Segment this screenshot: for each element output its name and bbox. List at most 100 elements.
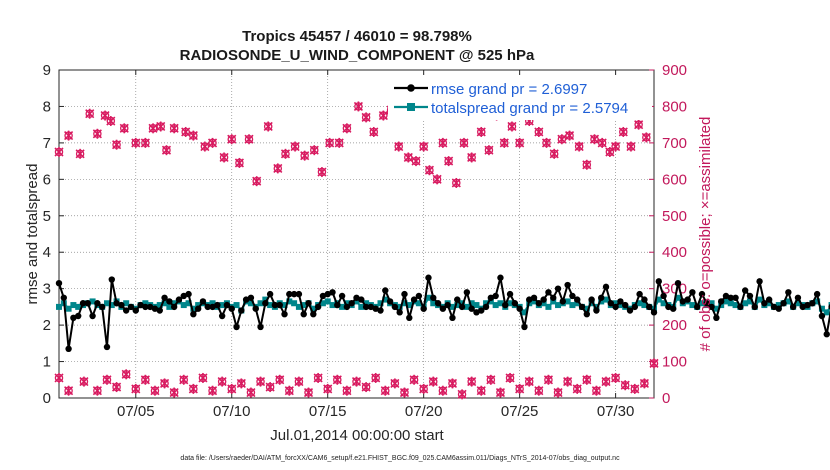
obs-high-point [424, 165, 435, 176]
rmse-point [300, 310, 307, 318]
obs-high-point [75, 148, 85, 159]
rmse-point [175, 296, 183, 303]
obs-low-point [380, 385, 390, 396]
rmse-point [367, 303, 375, 311]
rmse-point [137, 301, 144, 309]
obs-low-point [399, 387, 410, 398]
rmse-point [132, 307, 139, 314]
spread-point [598, 298, 605, 305]
spread-point [161, 300, 168, 307]
rmse-point [314, 303, 322, 311]
obs-low-point [92, 385, 102, 396]
spread-point [396, 303, 403, 310]
obs-low-point [303, 387, 314, 398]
rmse-point [194, 305, 202, 312]
rmse-point [574, 296, 581, 303]
y-axis-label-left: rmse and totalspread [24, 164, 41, 305]
obs-high-point [148, 123, 158, 134]
rmse-point [598, 294, 605, 301]
obs-high-point [549, 148, 559, 159]
rmse-point [564, 281, 571, 289]
spread-point [339, 303, 346, 310]
rmse-point [569, 292, 576, 300]
y-tick-label-left: 1 [43, 354, 51, 371]
obs-low-point [236, 378, 246, 389]
obs-high-point [54, 147, 64, 157]
obs-high-point [484, 145, 494, 156]
rmse-point [684, 296, 691, 303]
rmse-point [641, 296, 648, 303]
obs-low-point [467, 376, 477, 387]
obs-high-point [438, 137, 448, 148]
obs-low-point [54, 372, 64, 383]
obs-low-point [323, 383, 333, 394]
spread-point [531, 298, 538, 305]
obs-high-point [626, 141, 636, 152]
chart-title-line1: Tropics 45457 / 46010 = 98.798% [242, 28, 472, 45]
spread-point [775, 302, 782, 309]
rmse-point [166, 298, 173, 305]
rmse-point [60, 294, 67, 301]
obs-high-point [119, 123, 129, 134]
rmse-point [535, 300, 543, 307]
rmse-point [506, 290, 514, 298]
obs-low-point [140, 374, 150, 385]
obs-low-point [572, 383, 582, 394]
obs-high-point [451, 177, 461, 188]
spread-point [674, 294, 681, 301]
rmse-point [190, 310, 197, 318]
rmse-point [55, 280, 63, 287]
rmse-series [55, 274, 830, 352]
rmse-point [382, 287, 389, 294]
spread-point [142, 300, 149, 307]
rmse-point [156, 307, 163, 314]
spread-point [718, 302, 725, 309]
spread-point [319, 300, 326, 307]
obs-high-point [131, 137, 141, 148]
obs-high-point [263, 121, 273, 132]
y-tick-label-left: 4 [43, 244, 51, 261]
rmse-point [247, 294, 255, 301]
y-tick-label-right: 100 [662, 354, 687, 371]
rmse-point [785, 289, 792, 296]
spread-point [363, 300, 370, 307]
obs-high-point [459, 137, 469, 148]
spread-point [425, 294, 432, 301]
obs-low-point [419, 383, 429, 394]
y-tick-label-right: 400 [662, 244, 687, 261]
rmse-point [406, 314, 413, 322]
rmse-point [170, 303, 178, 311]
y-tick-label-right: 500 [662, 208, 687, 225]
rmse-point [295, 290, 303, 298]
obs-high-point [534, 126, 544, 137]
obs-high-point [634, 119, 644, 130]
rmse-point [305, 300, 312, 307]
obs-high-point [325, 137, 335, 148]
x-tick-label: 07/20 [405, 403, 443, 420]
rmse-point [338, 292, 346, 300]
rmse-point [209, 303, 216, 311]
obs-high-point [394, 141, 404, 152]
obs-low-point [457, 389, 467, 400]
spread-point [295, 303, 302, 310]
obs-low-point [265, 382, 275, 393]
rmse-point [727, 294, 734, 301]
rmse-point [257, 323, 264, 331]
spread-point [406, 302, 413, 309]
rmse-point [425, 274, 432, 281]
spread-point [497, 300, 504, 307]
obs-high-point [106, 116, 116, 127]
spread-point [766, 300, 773, 307]
y-tick-label-left: 7 [43, 135, 51, 152]
rmse-point [593, 307, 600, 314]
x-tick-label: 07/30 [597, 403, 635, 420]
spread-point [353, 298, 360, 305]
obs-low-point [505, 372, 515, 383]
spread-point [171, 300, 178, 307]
rmse-point [84, 300, 91, 307]
obs-low-point [131, 383, 141, 394]
rmse-point [559, 298, 567, 305]
rmse-point [588, 296, 595, 303]
rmse-point [765, 296, 773, 303]
y-tick-label-right: 800 [662, 98, 687, 115]
